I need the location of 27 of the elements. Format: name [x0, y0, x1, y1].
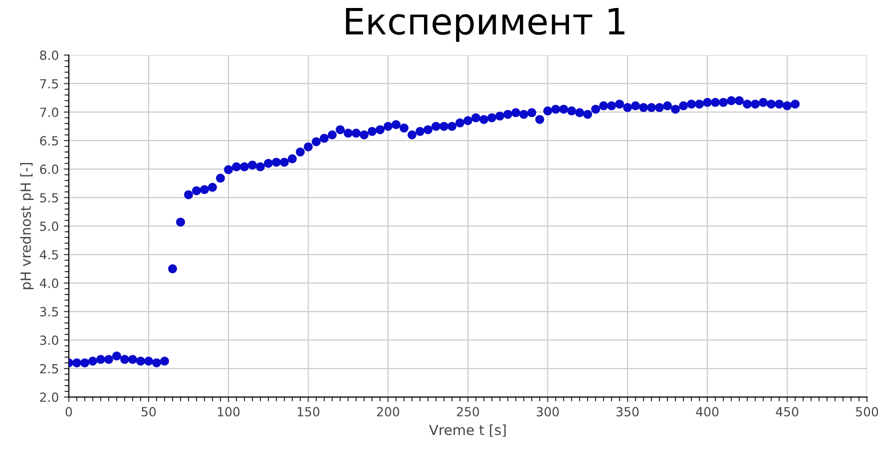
y-tick-label: 3.0 [40, 336, 58, 345]
y-tick-label: 2.5 [40, 364, 58, 374]
x-tick-label: 0 [66, 406, 72, 416]
chart-title: Експеримент 1 [346, 8, 624, 42]
y-tick-label: 7.5 [40, 79, 58, 89]
y-tick-label: 4.0 [40, 278, 58, 288]
x-tick-label: 400 [696, 406, 718, 416]
x-tick-label: 450 [776, 406, 798, 416]
y-axis-title: pH vrednost pH [-] [20, 162, 34, 290]
y-tick-label: 6.5 [40, 136, 58, 146]
y-tick-label: 5.0 [40, 222, 58, 231]
x-tick-label: 300 [536, 406, 559, 416]
x-tick-label: 50 [142, 406, 156, 416]
x-tick-label: 500 [856, 406, 878, 416]
y-tick-label: 8.0 [40, 50, 58, 60]
x-tick-label: 350 [616, 406, 639, 416]
y-tick-label: 6.0 [40, 164, 58, 174]
x-axis-title: Vreme t [s] [429, 424, 506, 437]
y-tick-label: 2.0 [40, 392, 58, 402]
y-tick-label: 7.0 [40, 108, 58, 117]
x-tick-label: 200 [377, 406, 400, 416]
y-tick-label: 5.5 [40, 193, 58, 202]
y-tick-label: 3.5 [40, 307, 58, 316]
x-tick-label: 250 [456, 406, 479, 416]
x-tick-label: 150 [298, 406, 320, 416]
x-tick-label: 100 [218, 406, 240, 416]
y-tick-label: 4.5 [40, 250, 58, 260]
